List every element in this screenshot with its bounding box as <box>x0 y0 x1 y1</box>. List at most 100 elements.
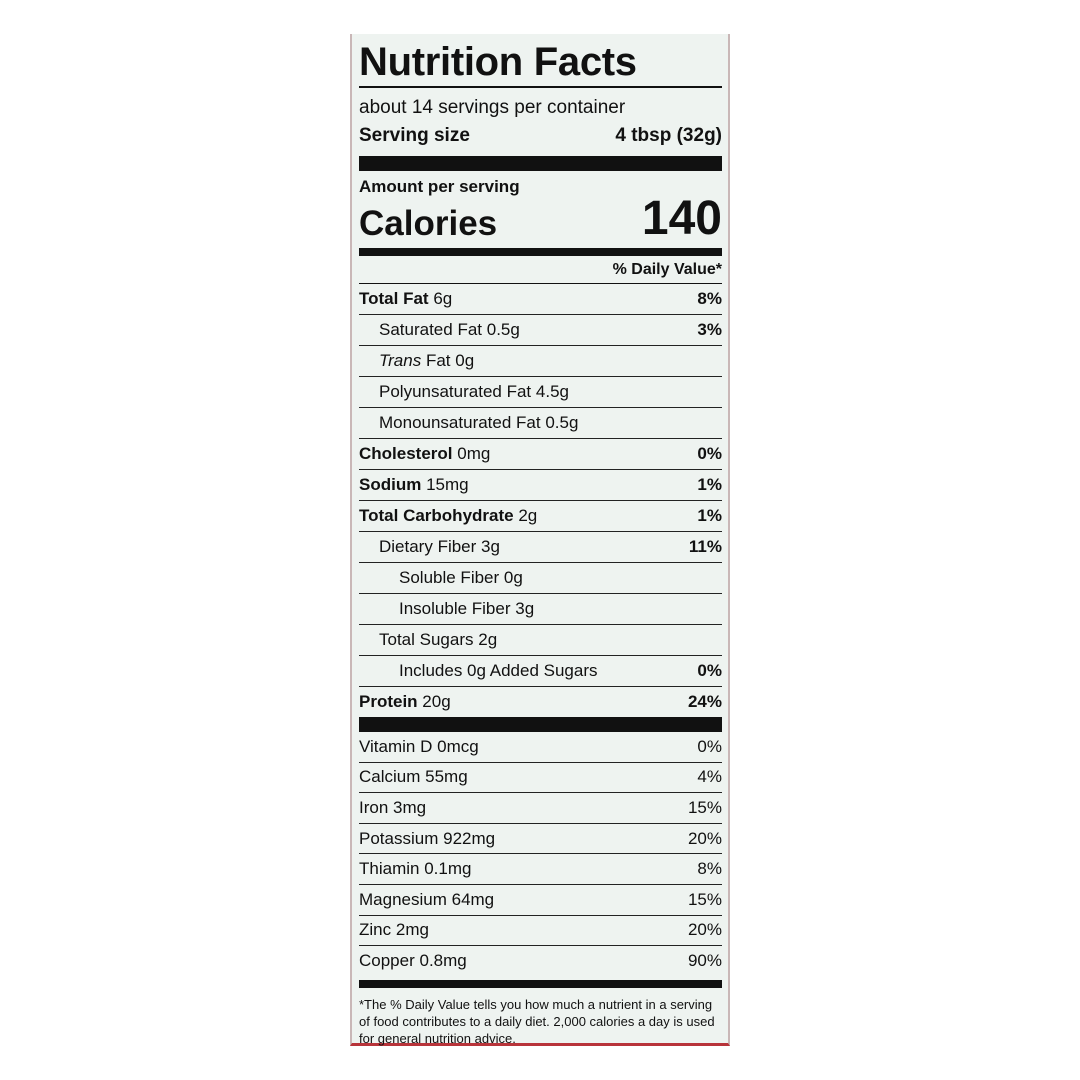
nutrient-row: Monounsaturated Fat 0.5g <box>359 408 722 439</box>
nutrient-name: Magnesium <box>359 889 447 909</box>
nutrient-name: Total Carbohydrate <box>359 506 514 525</box>
vitamin-list: Vitamin D 0mcg 0% Calcium 55mg 4% Iron 3mg 15… <box>359 732 722 976</box>
nutrient-row: Insoluble Fiber 3g <box>359 594 722 625</box>
label-content: Nutrition Facts about 14 servings per co… <box>359 34 722 1047</box>
daily-value: 0% <box>697 444 722 463</box>
daily-value: 3% <box>697 320 722 339</box>
nutrient-label: Potassium 922mg <box>359 829 495 849</box>
rule <box>359 86 722 88</box>
nutrient-row: Polyunsaturated Fat 4.5g <box>359 377 722 408</box>
nutrient-amount: 64mg <box>451 889 495 909</box>
nutrient-amount: 0g <box>455 351 475 370</box>
daily-value: 20% <box>687 828 722 848</box>
nutrient-label: Vitamin D 0mcg <box>359 737 479 757</box>
nutrient-name: Insoluble Fiber <box>399 599 511 618</box>
nutrient-label: Protein 20g <box>359 692 451 712</box>
nutrient-label: Sodium 15mg <box>359 475 469 495</box>
vitamin-row: Zinc 2mg 20% <box>359 916 722 947</box>
amount-per-serving: Amount per serving <box>359 177 520 196</box>
nutrient-label: Saturated Fat 0.5g <box>359 320 520 340</box>
daily-value: 0% <box>697 736 722 756</box>
serving-size-label: Serving size <box>359 125 470 146</box>
nutrient-amount: 0.1mg <box>424 859 472 879</box>
nutrient-amount: 2mg <box>395 920 429 940</box>
nutrient-name: Total Fat <box>359 289 429 308</box>
nutrient-name: Polyunsaturated Fat <box>379 382 532 401</box>
daily-value: 24% <box>687 692 722 711</box>
nutrient-name: Cholesterol <box>359 444 453 463</box>
nutrient-amount: 6g <box>433 289 453 308</box>
nutrient-amount: 0mcg <box>437 736 479 756</box>
nutrient-label: Cholesterol 0mg <box>359 444 490 464</box>
daily-value: 8% <box>697 289 722 308</box>
daily-value: 1% <box>697 506 722 525</box>
servings-row: about 14 servings per container <box>359 94 722 122</box>
nutrient-row: Sodium 15mg 1% <box>359 470 722 501</box>
label-panel: Nutrition Facts about 14 servings per co… <box>350 34 730 1046</box>
thick-rule <box>359 717 722 732</box>
calories-row: Calories 140 <box>359 194 722 244</box>
nutrient-name: Zinc <box>359 920 392 940</box>
nutrient-amount: 2g <box>478 630 498 649</box>
nutrient-label: Iron 3mg <box>359 798 426 818</box>
nutrient-row: Dietary Fiber 3g 11% <box>359 532 722 563</box>
nutrient-amount: 2g <box>518 506 538 525</box>
vitamin-row: Vitamin D 0mcg 0% <box>359 732 722 763</box>
nutrient-label: Insoluble Fiber 3g <box>359 599 534 619</box>
footnote: *The % Daily Value tells you how much a … <box>359 996 715 1046</box>
title: Nutrition Facts <box>359 40 637 84</box>
nutrient-label: Polyunsaturated Fat 4.5g <box>359 382 569 402</box>
nutrient-amount: 0.8mg <box>419 950 467 970</box>
nutrient-name: Total Sugars <box>379 630 474 649</box>
nutrient-name: Sodium <box>359 475 422 494</box>
nutrient-amount: 20g <box>422 692 451 711</box>
nutrient-list: Total Fat 6g 8% Saturated Fat 0.5g 3% Trans … <box>359 284 722 717</box>
daily-value: 4% <box>697 767 722 787</box>
medium-rule <box>359 248 722 256</box>
nutrient-row: Includes 0g Added Sugars 0% <box>359 656 722 687</box>
calories-label: Calories <box>359 204 498 243</box>
daily-value: 15% <box>687 797 722 817</box>
nutrient-amount: 4.5g <box>535 382 569 401</box>
nutrient-row: Total Carbohydrate 2g 1% <box>359 501 722 532</box>
nutrient-label: Soluble Fiber 0g <box>359 568 523 588</box>
nutrient-amount: 3g <box>481 537 500 556</box>
nutrient-name: Monounsaturated Fat <box>379 413 541 432</box>
nutrient-name: Saturated Fat <box>379 320 483 339</box>
rule <box>359 283 722 284</box>
medium-rule <box>359 979 722 988</box>
nutrient-name: Protein <box>359 692 418 711</box>
nutrient-name: Calcium <box>359 767 421 787</box>
nutrient-amount: 922mg <box>443 828 496 848</box>
nutrient-name: Vitamin D <box>359 736 433 756</box>
nutrient-amount: 0.5g <box>545 413 579 432</box>
nutrient-name: Includes 0g Added Sugars <box>399 661 598 680</box>
nutrient-row: Cholesterol 0mg 0% <box>359 439 722 470</box>
nutrient-label: Total Fat 6g <box>359 289 452 309</box>
nutrient-label: Monounsaturated Fat 0.5g <box>359 413 578 433</box>
daily-value: 20% <box>687 920 722 940</box>
nutrient-amount: 3g <box>515 599 535 618</box>
vitamin-row: Copper 0.8mg 90% <box>359 946 722 976</box>
nutrient-row: Saturated Fat 0.5g 3% <box>359 315 722 346</box>
servings: about 14 servings per container <box>359 97 626 118</box>
daily-value: 90% <box>687 950 722 970</box>
daily-value: 11% <box>688 537 722 556</box>
daily-value: 1% <box>697 475 722 494</box>
nutrient-amount: 0mg <box>457 444 491 463</box>
nutrient-name: Fat <box>425 351 451 370</box>
nutrient-row: Soluble Fiber 0g <box>359 563 722 594</box>
vitamin-row: Iron 3mg 15% <box>359 793 722 824</box>
nutrient-row: Total Fat 6g 8% <box>359 284 722 315</box>
nutrient-label: Copper 0.8mg <box>359 951 467 971</box>
daily-value-header: % Daily Value* <box>612 261 722 278</box>
nutrient-amount: 3mg <box>393 797 427 817</box>
nutrient-label: Total Carbohydrate 2g <box>359 506 537 526</box>
serving-size-row: Serving size 4 tbsp (32g) <box>359 122 722 150</box>
daily-value: 15% <box>687 889 722 909</box>
daily-value: 8% <box>697 859 722 879</box>
nutrient-name: Soluble Fiber <box>399 568 500 587</box>
nutrient-amount: 15mg <box>426 475 469 494</box>
nutrient-name: Potassium <box>359 828 439 848</box>
